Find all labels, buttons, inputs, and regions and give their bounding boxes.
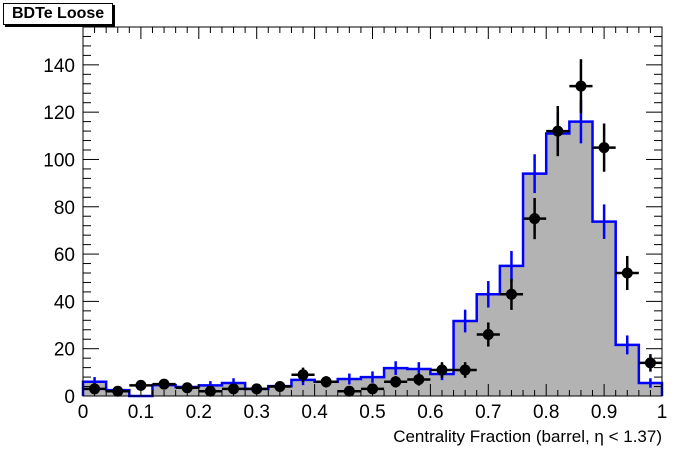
y-tick-label: 140: [43, 56, 75, 77]
y-tick-label: 80: [54, 198, 75, 219]
x-tick-label: 0.3: [243, 402, 269, 423]
x-tick-label: 0.2: [186, 402, 212, 423]
x-tick-label: 0: [78, 402, 89, 423]
data-point: [575, 80, 587, 92]
x-tick-label: 0.4: [301, 402, 328, 423]
y-tick-label: 120: [43, 103, 75, 124]
x-tick-label: 0.8: [533, 402, 559, 423]
data-point: [89, 383, 101, 395]
y-tick-label: 60: [54, 245, 75, 266]
data-point: [621, 267, 633, 279]
x-tick-label: 0.9: [591, 402, 617, 423]
chart-title: BDTe Loose: [3, 3, 114, 25]
y-tick-label: 100: [43, 150, 75, 171]
data-point: [413, 373, 425, 385]
data-point: [598, 142, 610, 154]
data-point: [529, 213, 541, 225]
x-tick-label: 0.6: [417, 402, 443, 423]
data-point: [181, 382, 193, 394]
data-point: [390, 376, 402, 388]
data-point: [436, 364, 448, 376]
data-point: [228, 383, 240, 395]
data-point: [158, 378, 170, 390]
x-tick-label: 0.7: [475, 402, 501, 423]
data-point: [274, 381, 286, 393]
y-tick-label: 40: [54, 292, 75, 313]
x-axis-title: Centrality Fraction (barrel, η < 1.37): [393, 427, 662, 446]
data-point: [505, 288, 517, 300]
data-point: [552, 125, 564, 137]
x-tick-label: 0.1: [128, 402, 154, 423]
x-tick-label: 0.5: [359, 402, 385, 423]
data-point: [644, 357, 656, 369]
data-point: [320, 376, 332, 388]
data-point: [297, 369, 309, 381]
data-point: [482, 329, 494, 340]
y-tick-label: 0: [64, 387, 75, 408]
x-tick-label: 1: [657, 402, 668, 423]
data-point: [459, 364, 471, 376]
mc-histogram-fill: [83, 121, 662, 396]
y-tick-label: 20: [54, 340, 75, 361]
